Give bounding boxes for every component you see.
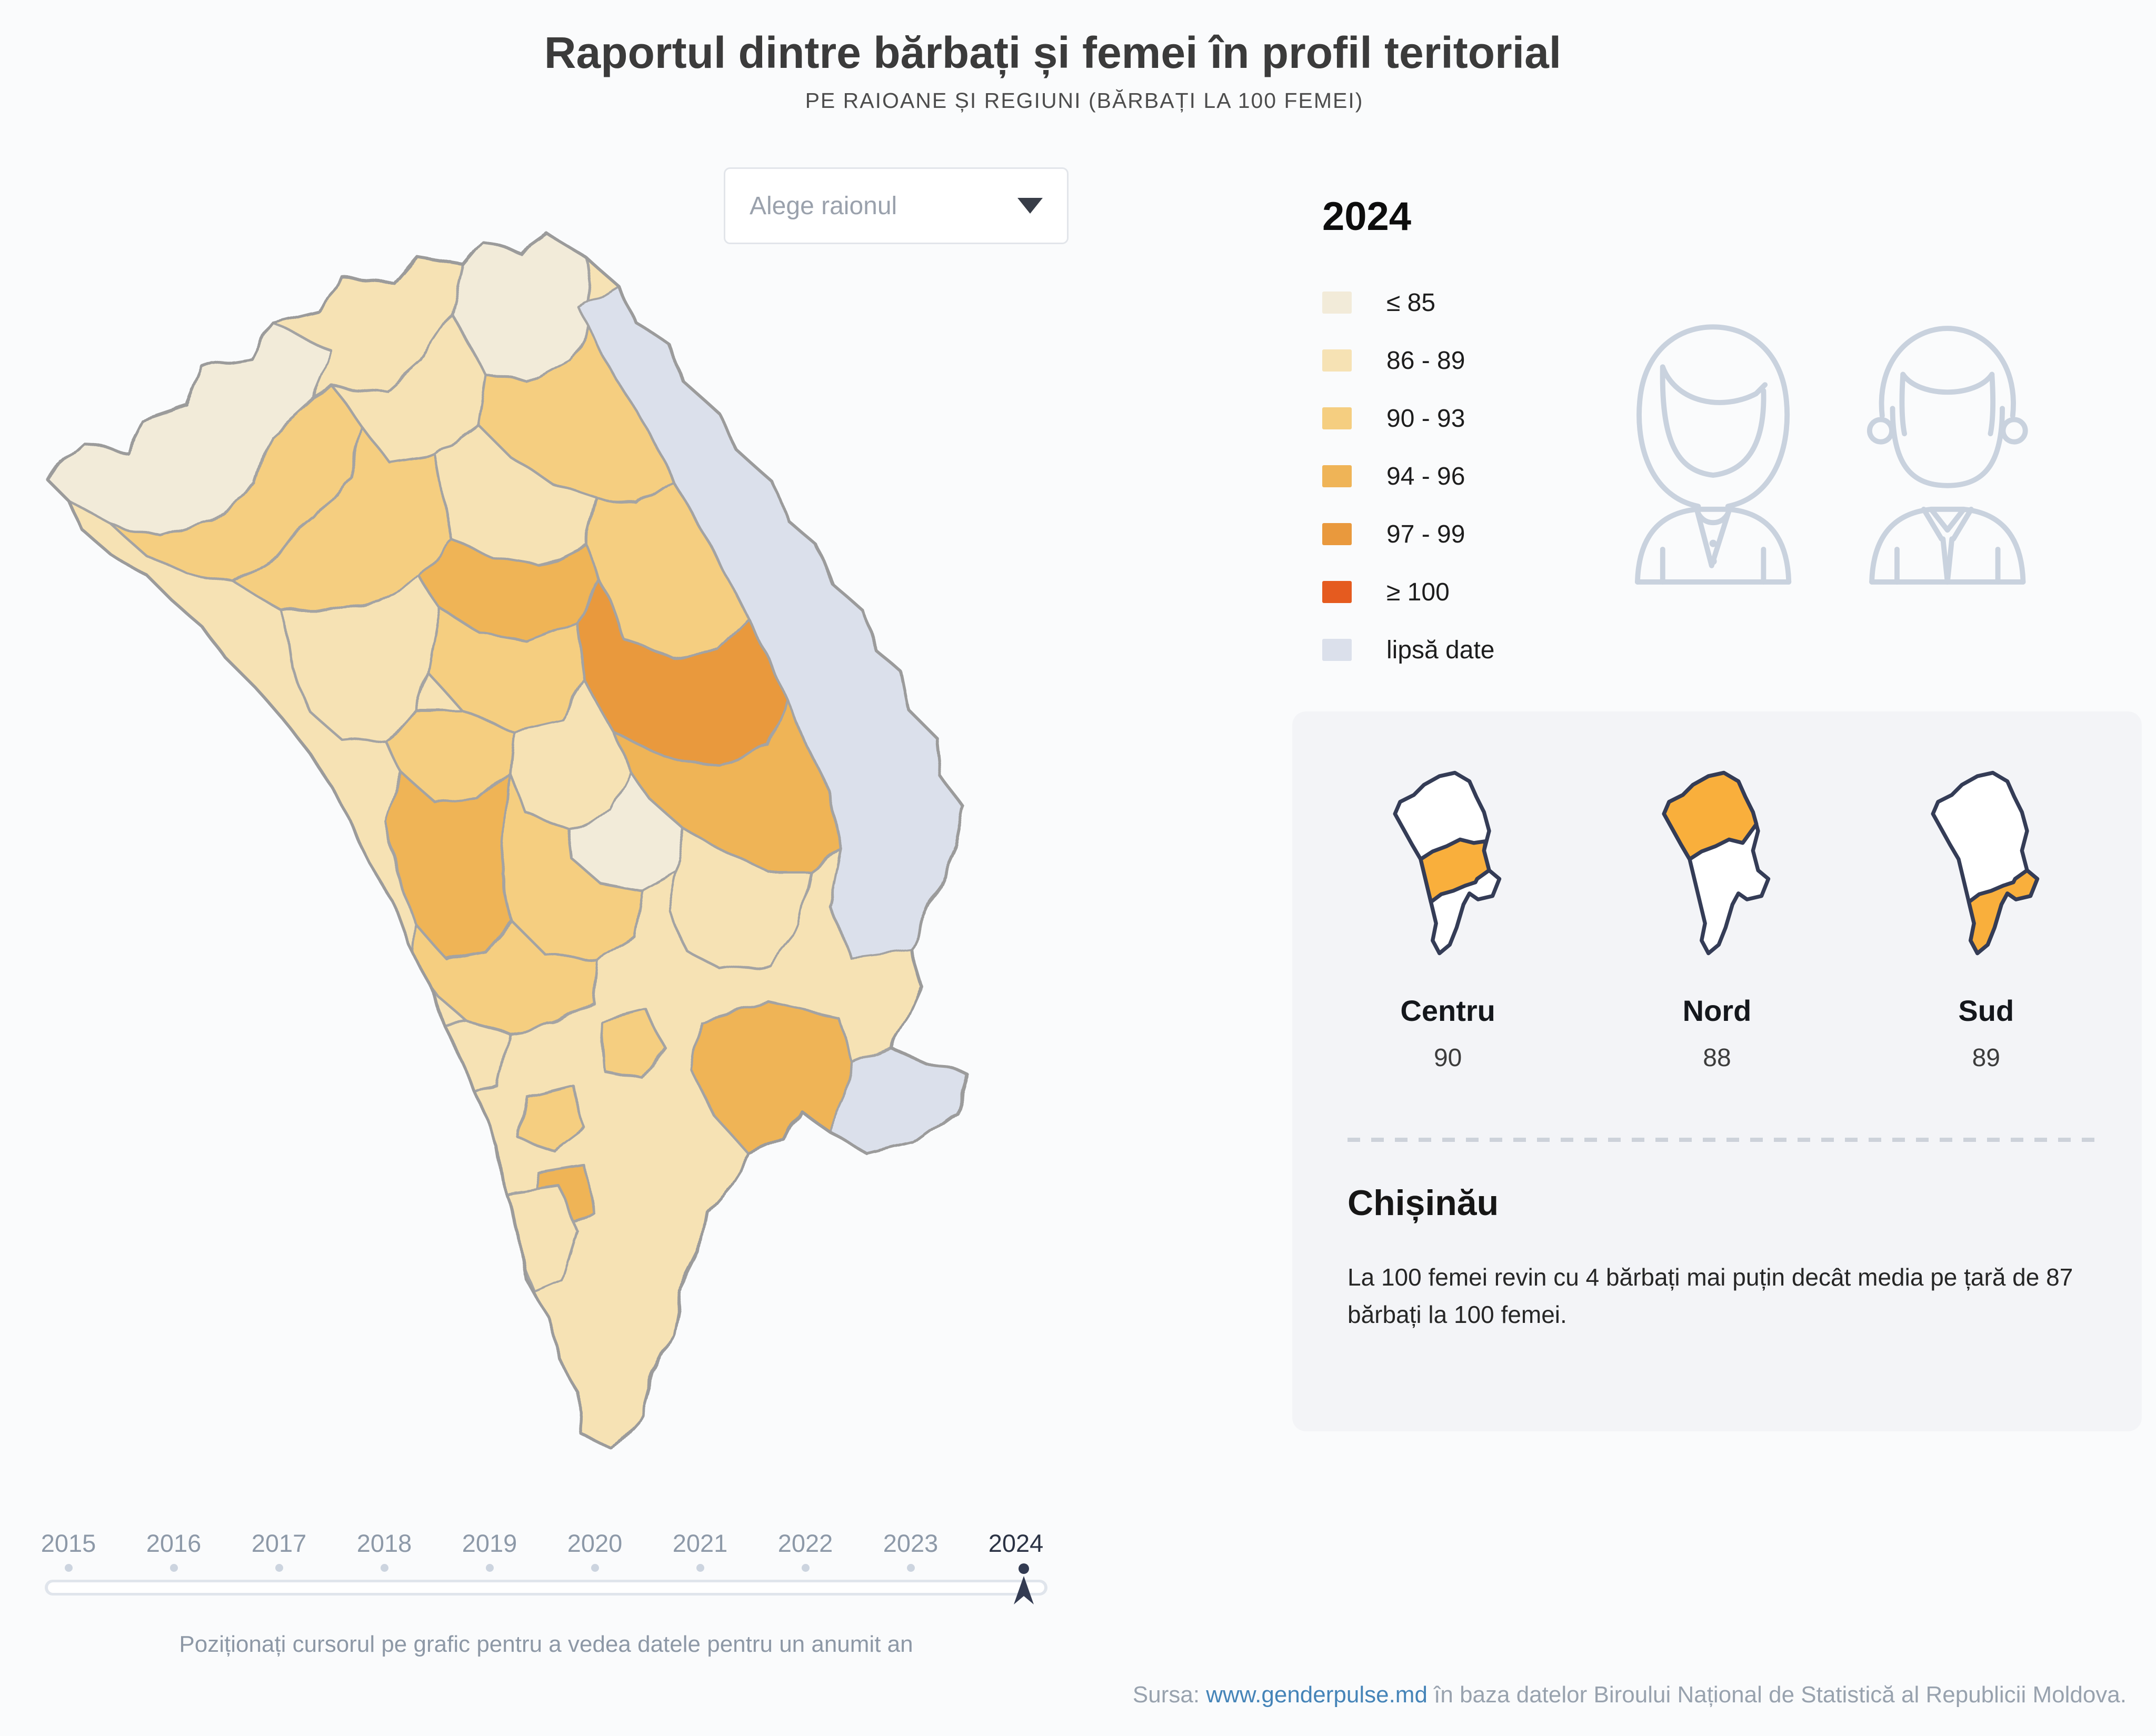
timeline-dot[interactable]	[906, 1564, 915, 1572]
timeline-dot-cell	[29, 1564, 108, 1572]
legend-label: 94 - 96	[1386, 462, 1465, 490]
timeline-dot-cell	[766, 1564, 845, 1572]
region-card-centru[interactable]: Centru 90	[1322, 769, 1574, 1072]
region-card-sud[interactable]: Sud 89	[1860, 769, 2112, 1072]
region-name: Nord	[1682, 994, 1752, 1027]
timeline-dot-cell	[555, 1564, 634, 1572]
timeline-dot[interactable]	[485, 1564, 494, 1572]
legend-item: 94 - 96	[1322, 447, 1494, 505]
legend-label: ≥ 100	[1386, 578, 1450, 606]
timeline-dot-cell	[871, 1564, 950, 1572]
source-prefix: Sursa:	[1132, 1682, 1206, 1708]
timeline-dot-cell	[134, 1564, 213, 1572]
regions-panel: Centru 90 Nord 88	[1292, 711, 2142, 1431]
timeline-dot[interactable]	[380, 1564, 388, 1572]
page-subtitle: PE RAIOANE ȘI REGIUNI (BĂRBAȚI LA 100 FE…	[805, 88, 1364, 113]
timeline-dot-cell	[661, 1564, 740, 1572]
legend-year: 2024	[1322, 194, 1412, 239]
timeline-dot-cell	[450, 1564, 529, 1572]
chevron-down-icon	[1017, 198, 1043, 214]
region-card-nord[interactable]: Nord 88	[1591, 769, 1843, 1072]
timeline-dot-cell	[239, 1564, 318, 1572]
legend-swatch	[1322, 465, 1352, 487]
moldova-choropleth-map[interactable]	[16, 199, 1032, 1499]
legend-item: 90 - 93	[1322, 389, 1494, 447]
region-value: 90	[1433, 1044, 1462, 1072]
legend-swatch	[1322, 581, 1352, 603]
man-woman-illustration	[1624, 321, 2040, 589]
region-value: 88	[1703, 1044, 1731, 1072]
chisinau-note: La 100 femei revin cu 4 bărbați mai puți…	[1348, 1263, 2073, 1329]
legend-swatch	[1322, 639, 1352, 661]
timeline-years: 2015 2016 2017 2018 2019 2020 2021 2022 2023 2024	[29, 1529, 1055, 1558]
legend-label: 86 - 89	[1386, 346, 1465, 375]
timeline-year-2021[interactable]: 2021	[672, 1529, 728, 1557]
band-sud	[1967, 868, 2040, 956]
legend-swatch	[1322, 523, 1352, 545]
page-title: Raportul dintre bărbați și femei în prof…	[544, 28, 1562, 77]
legend-item: ≤ 85	[1322, 274, 1494, 332]
timeline-year-2022[interactable]: 2022	[777, 1529, 833, 1557]
timeline-slider-track-inner	[48, 1582, 1044, 1593]
raion-select-dropdown[interactable]: Alege raionul	[724, 167, 1069, 244]
chisinau-heading: Chișinău	[1348, 1183, 1499, 1223]
legend-item: ≥ 100	[1322, 563, 1494, 621]
raion-select-placeholder: Alege raionul	[750, 192, 897, 220]
legend-item: 97 - 99	[1322, 505, 1494, 563]
timeline-dot-cell	[345, 1564, 424, 1572]
timeline-year-2023[interactable]: 2023	[883, 1529, 939, 1557]
timeline-hint: Poziționați cursorul pe grafic pentru a …	[179, 1631, 913, 1657]
band-nord	[1662, 770, 1759, 861]
legend-swatch	[1322, 407, 1352, 429]
timeline-year-2017[interactable]: 2017	[251, 1529, 307, 1557]
timeline-slider-track[interactable]	[45, 1580, 1047, 1595]
region-name: Centru	[1400, 994, 1495, 1027]
timeline-year-2015[interactable]: 2015	[41, 1529, 96, 1557]
region-name: Sud	[1958, 994, 2014, 1027]
timeline-slider-handle[interactable]	[1011, 1563, 1036, 1610]
timeline-year-2020[interactable]: 2020	[567, 1529, 623, 1557]
source-line: Sursa: www.genderpulse.md în baza datelo…	[1133, 1682, 2127, 1708]
timeline-dot[interactable]	[696, 1564, 704, 1572]
legend-item: 86 - 89	[1322, 332, 1494, 389]
timeline-dot[interactable]	[275, 1564, 283, 1572]
source-link[interactable]: www.genderpulse.md	[1206, 1682, 1428, 1708]
timeline-dot[interactable]	[591, 1564, 599, 1572]
timeline-year-2016[interactable]: 2016	[146, 1529, 202, 1557]
legend-swatch	[1322, 349, 1352, 372]
timeline-dot[interactable]	[801, 1564, 810, 1572]
legend: ≤ 85 86 - 89 90 - 93 94 - 96 97 - 99 ≥ 100 lip…	[1322, 274, 1494, 679]
source-suffix: în baza datelor Biroului Național de Sta…	[1427, 1682, 2127, 1708]
region-cards: Centru 90 Nord 88	[1313, 769, 2121, 1072]
timeline-dots	[29, 1564, 1055, 1572]
legend-item: lipsă date	[1322, 621, 1494, 679]
legend-label: ≤ 85	[1386, 288, 1436, 317]
region-value: 89	[1972, 1044, 2000, 1072]
band-centru	[1418, 837, 1491, 904]
timeline-dot[interactable]	[64, 1564, 73, 1572]
timeline-year-2024[interactable]: 2024	[988, 1529, 1044, 1557]
man-icon	[1866, 326, 2028, 585]
timeline-year-2018[interactable]: 2018	[356, 1529, 412, 1557]
legend-label: 90 - 93	[1386, 404, 1465, 433]
timeline-dot[interactable]	[169, 1564, 178, 1572]
timeline-year-2019[interactable]: 2019	[462, 1529, 517, 1557]
legend-swatch	[1322, 292, 1352, 314]
woman-icon	[1634, 324, 1792, 585]
dashed-divider	[1348, 1138, 2095, 1142]
legend-label: 97 - 99	[1386, 520, 1465, 548]
legend-label: lipsă date	[1386, 636, 1495, 664]
